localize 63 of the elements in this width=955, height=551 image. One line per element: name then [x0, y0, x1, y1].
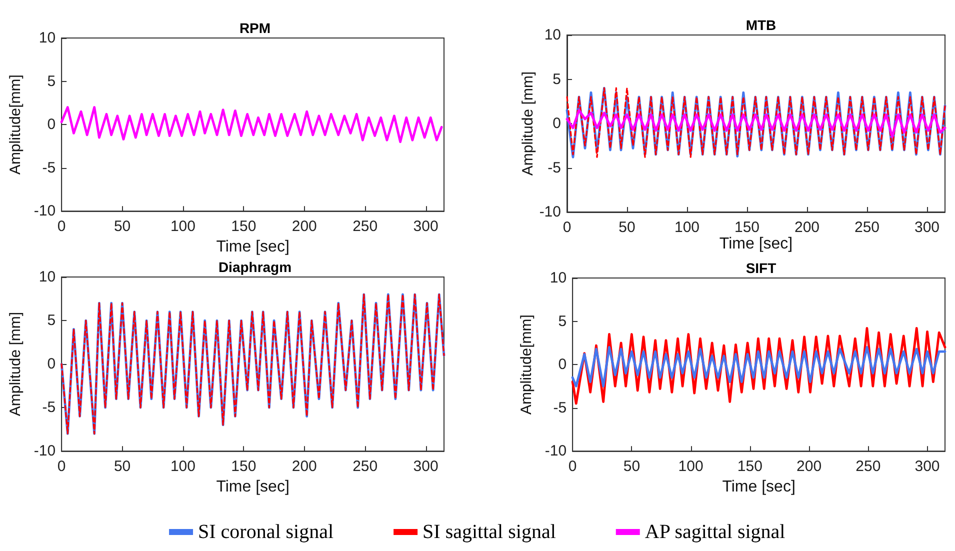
y-tick-label: 10 — [550, 270, 567, 286]
x-axis-title: Time [sec] — [216, 238, 290, 256]
chart-title: RPM — [239, 20, 271, 36]
legend-label: SI sagittal signal — [422, 521, 556, 543]
x-axis-title: Time [sec] — [719, 236, 793, 252]
x-tick-label: 250 — [856, 458, 881, 476]
x-tick-label: 150 — [734, 219, 760, 236]
chart-title: Diaphragm — [218, 259, 292, 275]
line-series — [60, 106, 443, 144]
x-tick-label: 150 — [231, 218, 256, 236]
y-tick-label: -5 — [42, 159, 56, 176]
x-tick-label: 200 — [292, 458, 317, 476]
x-tick-label: 50 — [114, 218, 131, 236]
legend-label: SI coronal signal — [198, 521, 334, 543]
x-tick-label: 50 — [114, 458, 131, 476]
y-tick-label: -5 — [548, 159, 561, 176]
x-tick-label: 300 — [914, 219, 940, 236]
x-axis-title: Time [sec] — [722, 478, 796, 496]
y-tick-label: -10 — [539, 204, 561, 220]
line-series — [571, 327, 946, 405]
x-tick-label: 100 — [674, 219, 700, 236]
x-tick-label: 250 — [352, 218, 378, 236]
x-tick-label: 50 — [623, 458, 640, 476]
y-tick-label: -5 — [42, 399, 56, 416]
y-tick-label: -10 — [34, 442, 56, 460]
y-tick-label: 0 — [552, 115, 561, 132]
y-tick-label: 0 — [47, 356, 56, 373]
x-tick-label: 50 — [618, 219, 636, 236]
x-tick-label: 250 — [854, 219, 880, 236]
y-tick-label: -10 — [544, 442, 567, 460]
y-axis-title: Amplitude [mm] — [7, 312, 24, 416]
y-tick-label: 0 — [558, 356, 567, 374]
x-tick-label: 100 — [170, 458, 196, 476]
chart-title: SIFT — [746, 260, 777, 276]
x-tick-label: 300 — [413, 458, 438, 476]
x-tick-label: 200 — [796, 458, 822, 476]
chart-title: MTB — [746, 17, 776, 33]
x-tick-label: 250 — [352, 458, 378, 476]
x-tick-label: 200 — [794, 219, 820, 236]
x-tick-label: 100 — [678, 458, 704, 476]
y-tick-label: 0 — [47, 116, 56, 134]
y-tick-label: -5 — [553, 399, 567, 416]
y-tick-label: -10 — [34, 202, 56, 220]
line-series — [571, 346, 946, 388]
x-tick-label: 150 — [737, 458, 762, 476]
y-axis-title: Amplitude[mm] — [7, 74, 24, 175]
x-axis-title: Time [sec] — [216, 478, 290, 496]
x-tick-label: 300 — [413, 218, 438, 236]
y-tick-label: 10 — [544, 26, 561, 44]
y-axis-title: Amplitude[mm] — [518, 314, 535, 415]
x-tick-label: 100 — [170, 218, 196, 236]
x-tick-label: 300 — [914, 458, 940, 476]
y-tick-label: 5 — [47, 312, 56, 330]
y-tick-label: 10 — [38, 268, 56, 286]
y-tick-label: 5 — [552, 70, 561, 88]
y-tick-label: 10 — [38, 30, 56, 46]
line-series — [566, 109, 946, 138]
y-tick-label: 5 — [47, 72, 56, 90]
x-tick-label: 150 — [231, 458, 256, 476]
y-tick-label: 5 — [558, 312, 567, 330]
x-tick-label: 200 — [292, 218, 317, 236]
y-axis-title: Amplitude [mm] — [519, 71, 536, 176]
legend-label: AP sagittal signal — [644, 521, 786, 543]
